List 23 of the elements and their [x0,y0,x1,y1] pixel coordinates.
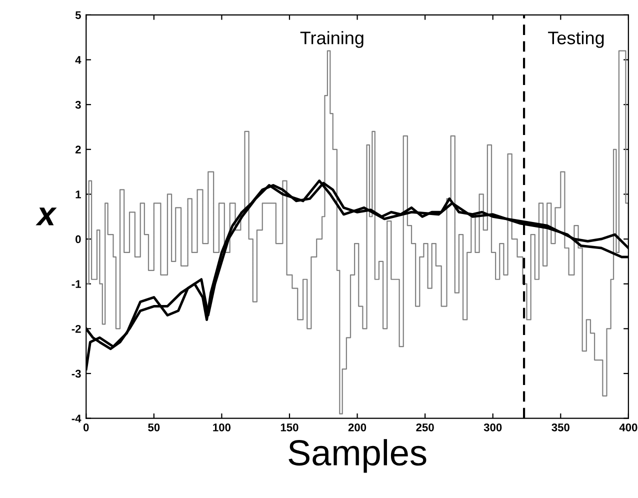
x-tick-label: 350 [552,423,570,432]
y-tick-label: 1 [76,190,81,198]
x-tick-label: 150 [280,423,298,432]
x-tick-label: 300 [484,423,502,432]
x-tick-label: 250 [416,423,434,432]
y-tick-label: 5 [75,11,81,20]
x-tick-label: 400 [619,423,638,432]
y-tick-label: 2 [75,146,81,154]
y-tick-label: 3 [75,100,81,109]
x-tick-label: 50 [148,423,160,432]
x-tick-label: 100 [213,423,231,432]
y-tick-label: -3 [72,370,81,378]
y-axis-title: x [36,208,57,226]
annotation: Testing [548,31,604,48]
x-axis-title: Samples [288,439,426,473]
y-tick-label: -4 [72,414,82,422]
x-tick-label: 0 [83,423,89,432]
y-tick-label: 0 [76,235,81,244]
annotation: Training [300,31,364,48]
y-tick-label: 4 [75,56,82,64]
x-tick-label: 200 [348,423,366,432]
y-tick-label: -1 [72,280,81,288]
y-tick-label: -2 [72,324,81,333]
